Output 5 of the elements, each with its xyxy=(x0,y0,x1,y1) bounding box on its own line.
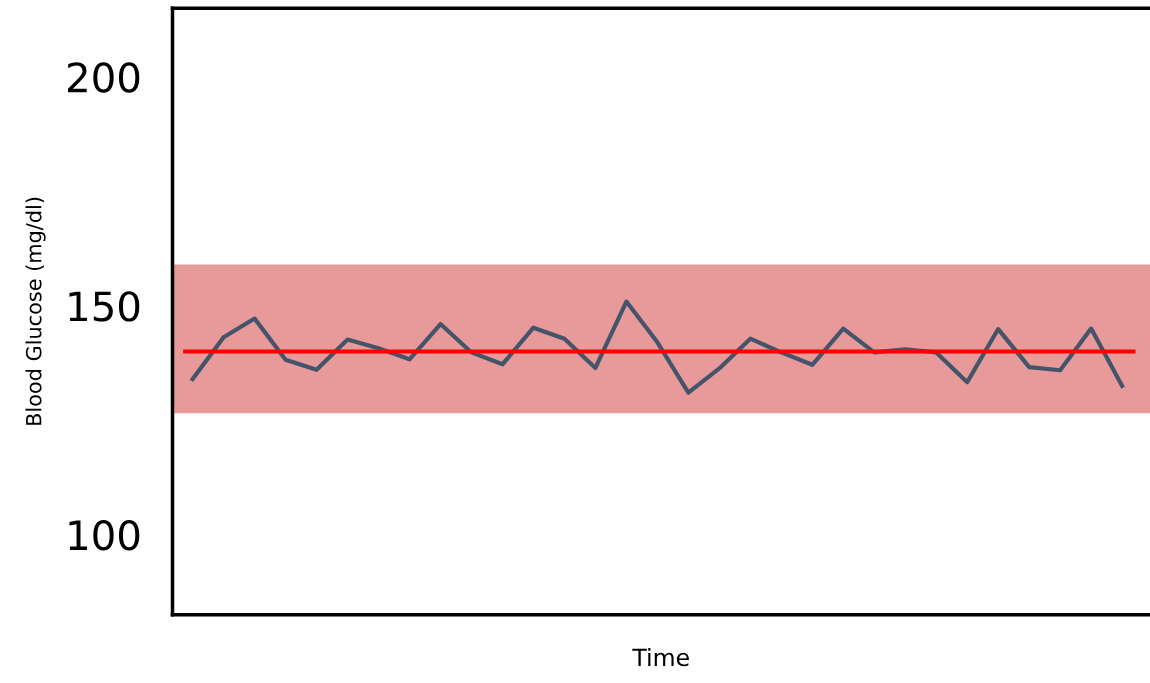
y-axis-title: Blood Glucose (mg/dl) xyxy=(25,197,46,425)
x-axis-title: Time xyxy=(632,648,689,667)
y-tick-label: 100 xyxy=(69,520,140,551)
y-tick-label: 200 xyxy=(68,62,140,93)
y-tick-label: 150 xyxy=(69,291,140,322)
